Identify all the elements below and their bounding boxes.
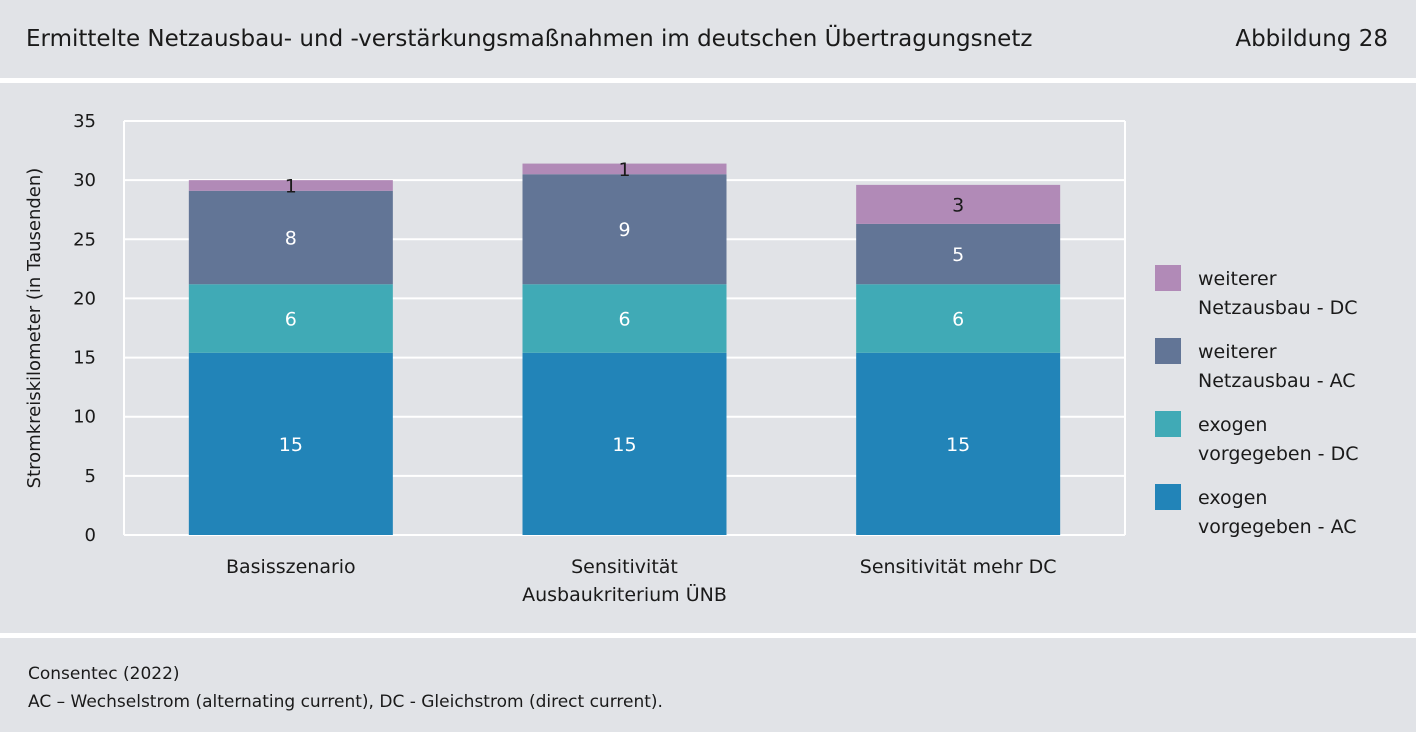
y-tick-label: 35 <box>73 111 96 132</box>
y-tick-label: 20 <box>73 288 96 309</box>
bar-segment <box>522 352 727 535</box>
legend-label: vorgegeben - AC <box>1198 516 1357 538</box>
data-label: 6 <box>285 309 297 331</box>
bar-segment <box>188 352 393 535</box>
data-label: 1 <box>285 175 297 197</box>
bar-segment <box>856 223 1061 285</box>
chart-title: Ermittelte Netzausbau- und -verstärkungs… <box>26 26 1033 52</box>
y-tick-label: 5 <box>85 466 96 487</box>
source-note: Consentec (2022) <box>28 664 180 684</box>
data-label: 9 <box>618 219 630 241</box>
x-tick-label: Ausbaukriterium ÜNB <box>522 583 727 606</box>
bar-segment <box>522 284 727 353</box>
data-label: 15 <box>946 434 970 456</box>
legend-label: weiterer <box>1198 268 1277 290</box>
bar-segment <box>188 284 393 353</box>
bar-segment <box>188 180 393 191</box>
data-label: 1 <box>618 159 630 181</box>
y-tick-label: 30 <box>73 170 96 191</box>
y-axis-label: Stromkreiskilometer (in Tausenden) <box>24 168 45 489</box>
y-tick-label: 25 <box>73 229 96 250</box>
legend-swatch <box>1155 265 1181 291</box>
bar-segment <box>522 163 727 175</box>
data-label: 8 <box>285 228 297 250</box>
top-divider <box>0 78 1416 83</box>
legend-label: exogen <box>1198 414 1267 436</box>
bar-segment <box>522 174 727 285</box>
y-tick-label: 0 <box>85 525 96 546</box>
bar-segment <box>856 184 1061 224</box>
figure-label: Abbildung 28 <box>1235 26 1388 52</box>
bar-segment <box>856 352 1061 535</box>
x-tick-label: Sensitivität <box>571 556 678 578</box>
data-label: 5 <box>952 244 964 266</box>
legend-label: exogen <box>1198 487 1267 509</box>
data-label: 3 <box>952 194 964 216</box>
bar-segment <box>188 190 393 285</box>
data-label: 15 <box>279 434 303 456</box>
legend-swatch <box>1155 484 1181 510</box>
data-label: 6 <box>952 309 964 331</box>
bottom-divider <box>0 633 1416 638</box>
legend-label: weiterer <box>1198 341 1277 363</box>
x-tick-label: Basisszenario <box>226 556 356 578</box>
abbreviation-note: AC – Wechselstrom (alternating current),… <box>28 692 663 712</box>
legend-label: Netzausbau - AC <box>1198 370 1356 392</box>
footer: Consentec (2022) AC – Wechselstrom (alte… <box>28 660 663 716</box>
legend-label: vorgegeben - DC <box>1198 443 1358 465</box>
data-label: 15 <box>612 434 636 456</box>
bar-segment <box>856 284 1061 353</box>
legend-swatch <box>1155 338 1181 364</box>
data-label: 6 <box>618 309 630 331</box>
legend-label: Netzausbau - DC <box>1198 297 1358 319</box>
y-tick-label: 10 <box>73 407 96 428</box>
y-tick-label: 15 <box>73 348 96 369</box>
chart-area: 0 5 10 15 20 25 30 35 Stromkreiskilometer (in Ta… <box>0 83 1416 633</box>
legend-swatch <box>1155 411 1181 437</box>
x-tick-label: Sensitivität mehr DC <box>860 556 1057 578</box>
header: Ermittelte Netzausbau- und -verstärkungs… <box>0 0 1416 78</box>
